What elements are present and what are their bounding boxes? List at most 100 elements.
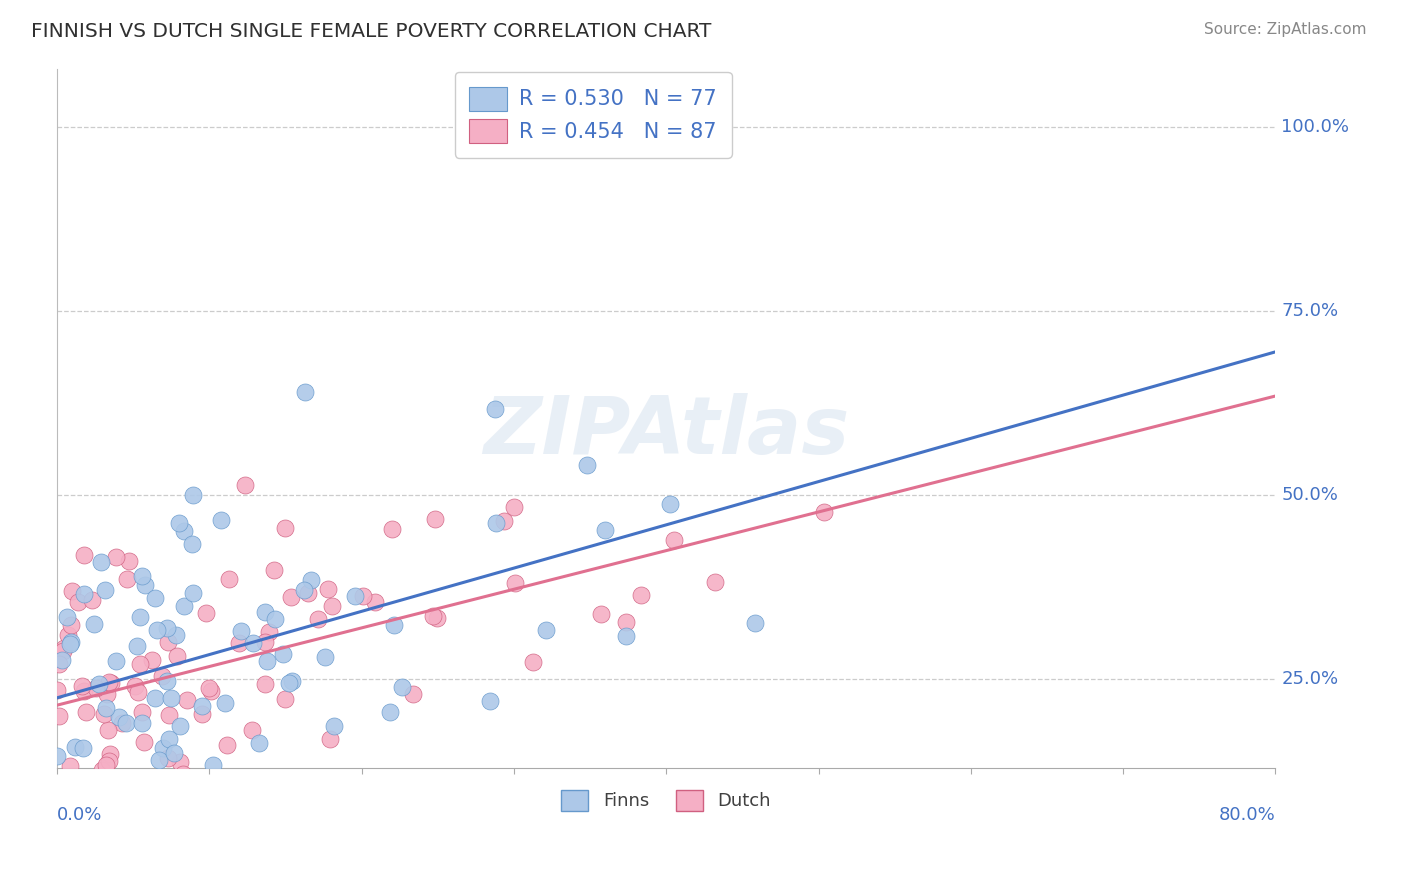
Point: [263, 612, 285, 626]
Point: [214, 696, 236, 710]
Point: [75, 706, 97, 720]
Point: [143, 591, 166, 605]
Point: [98, 674, 121, 689]
Point: [159, 691, 181, 706]
Point: [522, 655, 544, 669]
Point: [83, 617, 105, 632]
Point: [163, 747, 186, 761]
Point: [292, 582, 315, 597]
Point: [73, 548, 96, 562]
Point: [536, 623, 558, 637]
Point: [321, 599, 343, 613]
Point: [114, 782, 136, 797]
Point: [51, 653, 73, 667]
Point: [167, 516, 190, 531]
Text: ZIPAtlas: ZIPAtlas: [484, 393, 849, 471]
Point: [46, 682, 69, 697]
Point: [73, 587, 96, 601]
Point: [94, 582, 117, 597]
Text: 75.0%: 75.0%: [1281, 302, 1339, 320]
Point: [198, 681, 221, 695]
Point: [60, 782, 83, 797]
Point: [72, 679, 94, 693]
Point: [176, 693, 198, 707]
Point: [254, 635, 277, 649]
Point: [97, 723, 120, 737]
Point: [146, 624, 169, 638]
Point: [103, 782, 125, 797]
Point: [191, 707, 214, 722]
Text: FINNISH VS DUTCH SINGLE FEMALE POVERTY CORRELATION CHART: FINNISH VS DUTCH SINGLE FEMALE POVERTY C…: [31, 22, 711, 41]
Point: [93, 707, 115, 722]
Point: [76, 782, 98, 797]
Point: [215, 738, 238, 752]
Point: [90, 556, 112, 570]
Point: [131, 568, 153, 582]
Point: [124, 679, 146, 693]
Point: [82, 593, 104, 607]
Point: [703, 575, 725, 590]
Point: [485, 516, 508, 530]
Point: [254, 677, 277, 691]
Point: [131, 706, 153, 720]
Point: [156, 673, 179, 688]
Point: [169, 755, 191, 769]
Point: [72, 741, 94, 756]
Point: [127, 685, 149, 699]
Point: [242, 723, 264, 737]
Point: [343, 589, 366, 603]
Point: [658, 497, 681, 511]
Point: [662, 533, 685, 547]
Point: [169, 719, 191, 733]
Point: [630, 588, 652, 602]
Point: [156, 621, 179, 635]
Point: [280, 590, 302, 604]
Point: [322, 719, 344, 733]
Text: 80.0%: 80.0%: [1219, 806, 1275, 824]
Point: [87, 677, 110, 691]
Point: [59, 759, 82, 773]
Point: [156, 635, 179, 649]
Point: [381, 523, 404, 537]
Point: [426, 611, 449, 625]
Point: [111, 716, 134, 731]
Point: [66, 595, 89, 609]
Point: [233, 478, 256, 492]
Point: [100, 675, 122, 690]
Point: [58, 782, 80, 797]
Point: [228, 636, 250, 650]
Point: [614, 615, 637, 629]
Point: [166, 648, 188, 663]
Point: [96, 781, 118, 796]
Point: [73, 684, 96, 698]
Point: [299, 574, 322, 588]
Text: 25.0%: 25.0%: [1281, 671, 1339, 689]
Point: [97, 754, 120, 768]
Point: [173, 524, 195, 538]
Text: 0.0%: 0.0%: [58, 806, 103, 824]
Point: [257, 625, 280, 640]
Point: [200, 684, 222, 698]
Legend: Finns, Dutch: Finns, Dutch: [554, 783, 779, 818]
Point: [148, 753, 170, 767]
Point: [46, 748, 69, 763]
Point: [181, 488, 204, 502]
Point: [502, 500, 524, 514]
Point: [129, 657, 152, 671]
Point: [159, 731, 181, 746]
Point: [187, 782, 209, 797]
Point: [48, 657, 70, 672]
Point: [91, 764, 114, 778]
Point: [253, 605, 276, 619]
Point: [314, 650, 336, 665]
Point: [316, 582, 339, 596]
Point: [129, 609, 152, 624]
Point: [65, 782, 87, 797]
Point: [352, 589, 374, 603]
Point: [209, 513, 232, 527]
Text: 50.0%: 50.0%: [1281, 486, 1339, 504]
Point: [52, 640, 75, 655]
Point: [194, 606, 217, 620]
Point: [143, 690, 166, 705]
Point: [96, 701, 118, 715]
